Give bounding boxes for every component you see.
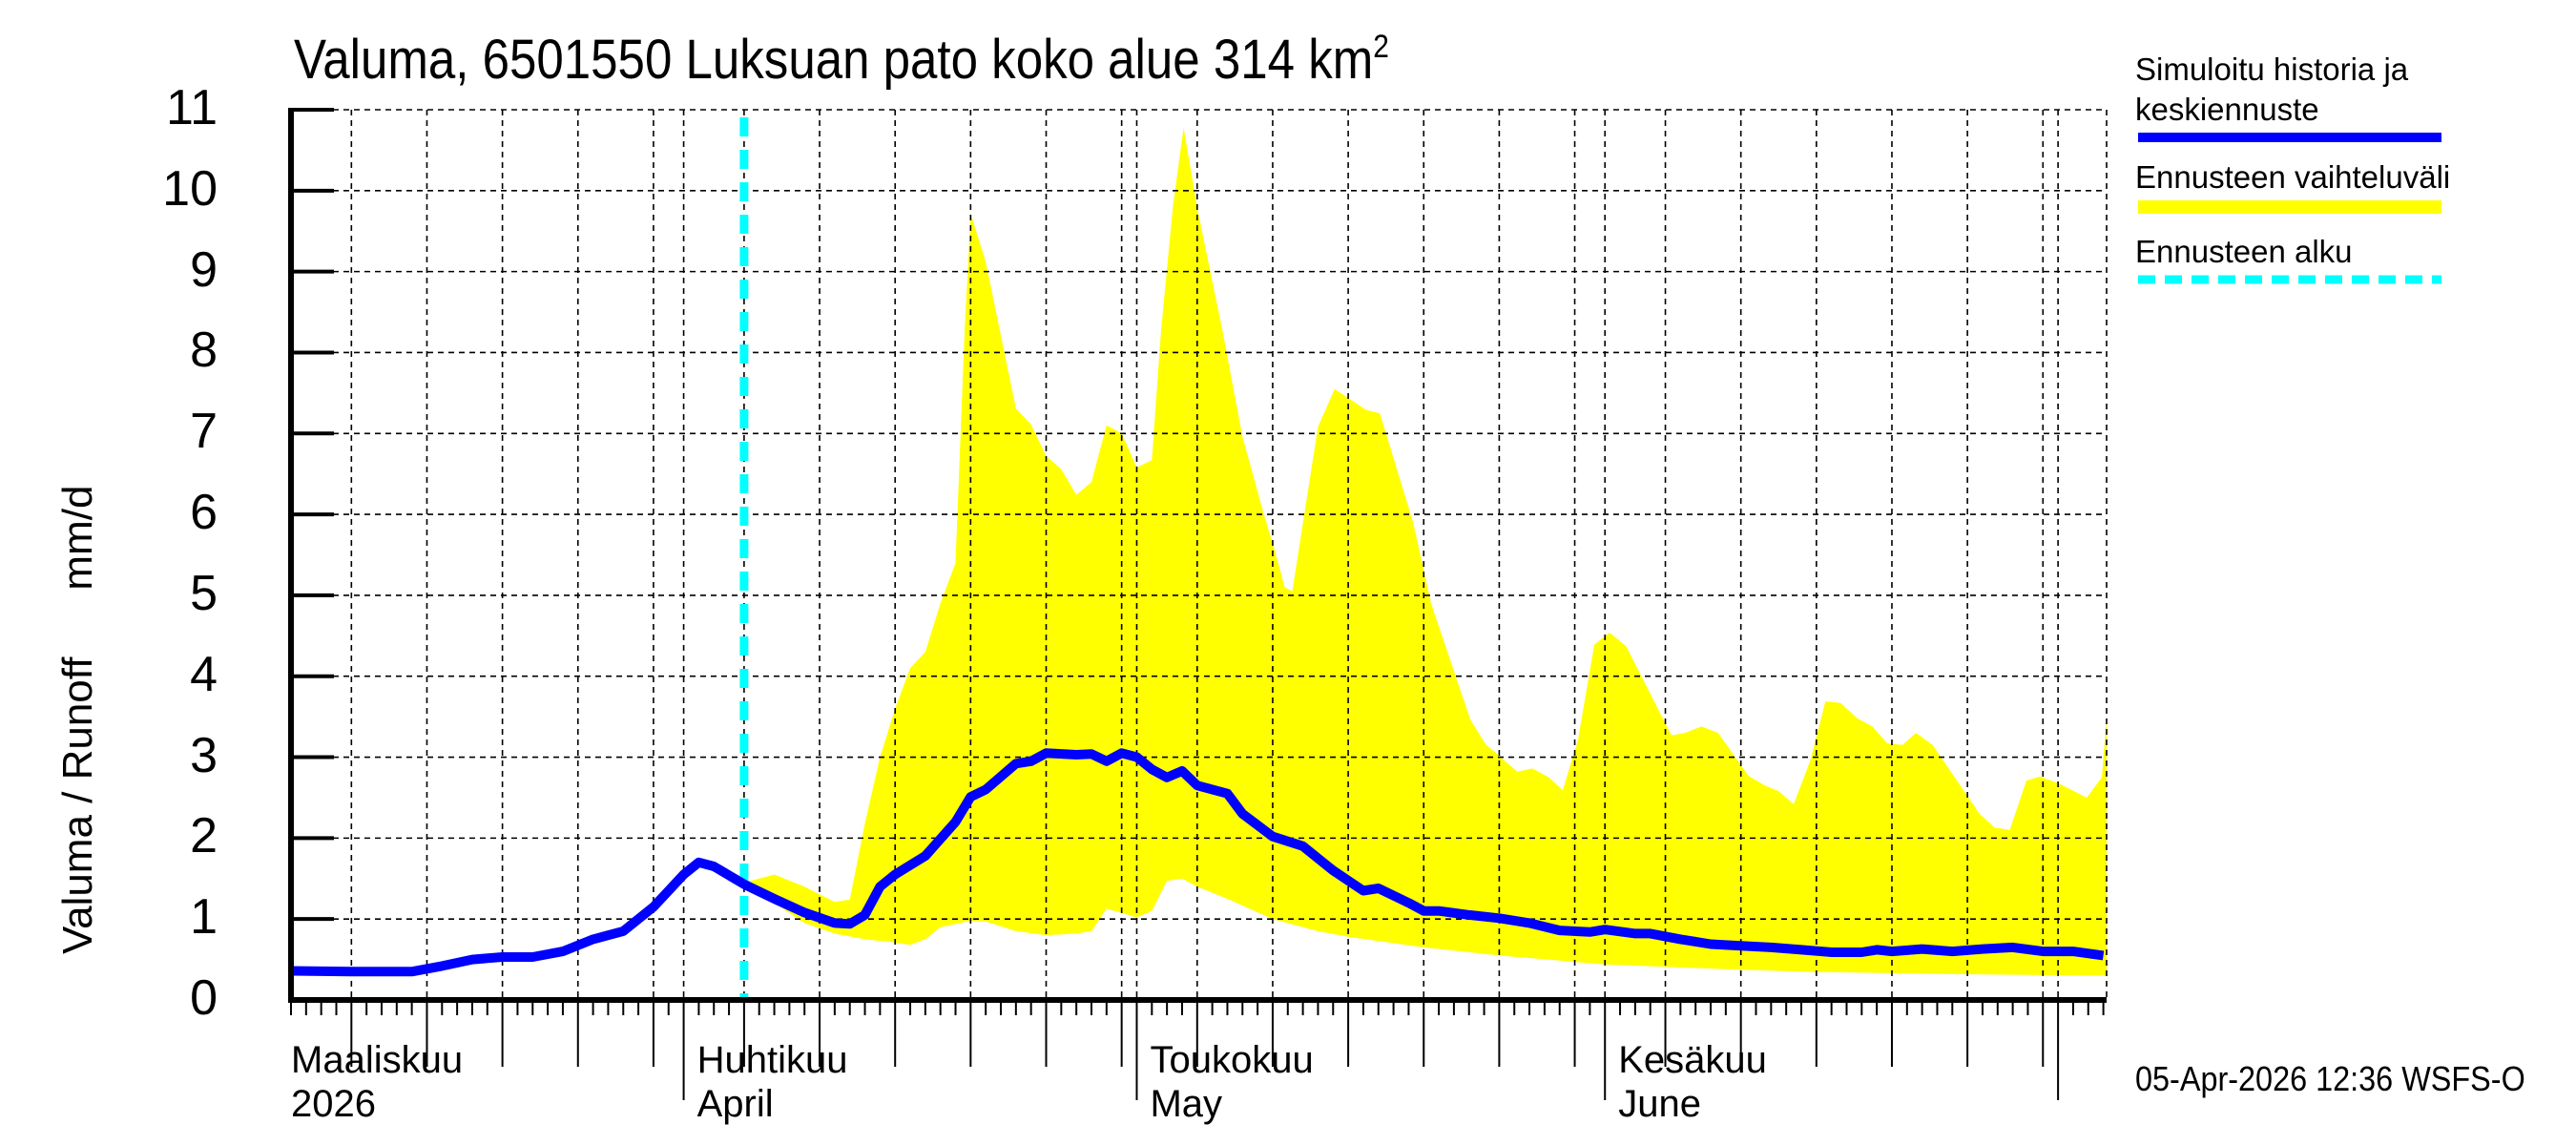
y-tick-label: 3 bbox=[190, 727, 218, 783]
y-tick-label: 5 bbox=[190, 565, 218, 621]
month-label: Maaliskuu 2026 bbox=[291, 1039, 464, 1125]
month-label: Huhtikuu April bbox=[696, 1039, 848, 1125]
y-tick-label: 2 bbox=[190, 808, 218, 864]
legend-band-label: Ennusteen vaihteluväli bbox=[2135, 159, 2451, 195]
y-tick-label: 4 bbox=[190, 646, 218, 702]
legend-forecast-start-label: Ennusteen alku bbox=[2135, 234, 2353, 269]
chart-title: Valuma, 6501550 Luksuan pato koko alue 3… bbox=[294, 29, 1389, 91]
legend-median-swatch bbox=[2138, 133, 2441, 142]
y-tick-label: 8 bbox=[190, 323, 218, 379]
y-tick-label: 1 bbox=[190, 889, 218, 946]
y-tick-label: 0 bbox=[190, 970, 218, 1026]
legend-band-swatch bbox=[2138, 200, 2441, 214]
median-runoff-line bbox=[290, 748, 2105, 977]
y-tick-label: 10 bbox=[162, 160, 218, 217]
forecast-range-band bbox=[743, 127, 2107, 976]
legend-median-label: Simuloitu historia ja keskiennuste bbox=[2135, 52, 2409, 127]
legend-swatches bbox=[2138, 133, 2441, 284]
y-tick-label: 9 bbox=[190, 241, 218, 298]
y-tick-label: 6 bbox=[190, 485, 218, 541]
y-tick-label: 7 bbox=[190, 404, 218, 460]
y-axis-label: Valuma / Runoffmm/d bbox=[54, 485, 101, 954]
footer-timestamp: 05-Apr-2026 12:36 WSFS-O bbox=[2135, 1059, 2525, 1098]
month-label: Kesäkuu June bbox=[1618, 1039, 1767, 1125]
y-axis-unit: mm/d bbox=[54, 485, 101, 591]
median-line bbox=[290, 748, 2105, 977]
y-tick-label: 11 bbox=[166, 80, 218, 135]
month-label: Toukokuu May bbox=[1150, 1039, 1314, 1125]
forecast-band-area bbox=[743, 127, 2107, 976]
axes bbox=[288, 108, 2107, 1100]
